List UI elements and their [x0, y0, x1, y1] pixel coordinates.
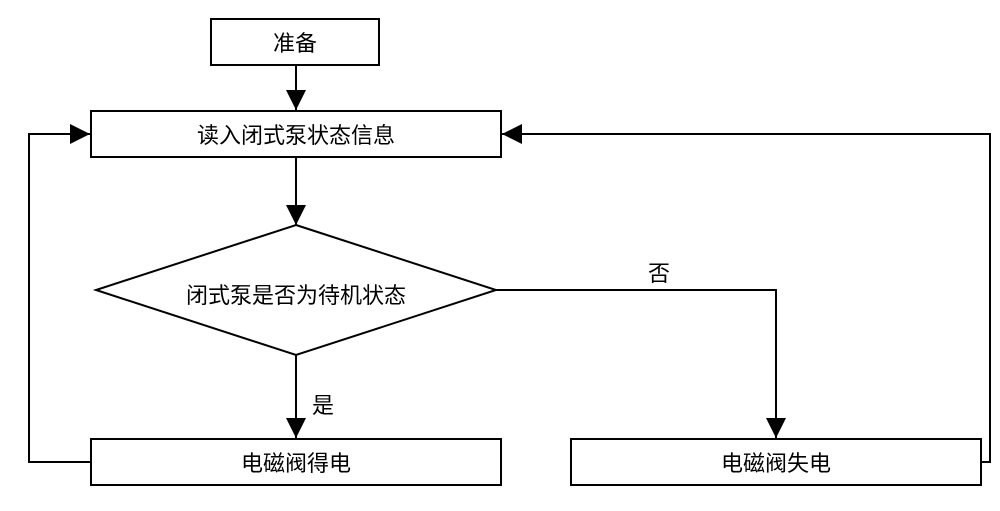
node-read-status: 读入闭式泵状态信息: [90, 110, 502, 158]
flowchart-svg: [0, 0, 1000, 511]
node-valve-on-label: 电磁阀得电: [241, 446, 351, 478]
node-valve-off: 电磁阀失电: [570, 438, 982, 486]
node-valve-on: 电磁阀得电: [90, 438, 502, 486]
node-valve-off-label: 电磁阀失电: [721, 446, 831, 478]
node-decision-label: 闭式泵是否为待机状态: [176, 278, 416, 310]
edge-label-no: 否: [648, 256, 670, 288]
edge-valveon-to-read: [29, 134, 90, 462]
node-prepare: 准备: [210, 18, 380, 66]
edge-valveoff-to-read: [502, 134, 990, 462]
edge-decision-to-valveoff: [496, 290, 776, 438]
node-prepare-label: 准备: [273, 26, 317, 58]
edge-label-yes: 是: [312, 388, 334, 420]
node-read-status-label: 读入闭式泵状态信息: [197, 118, 395, 150]
